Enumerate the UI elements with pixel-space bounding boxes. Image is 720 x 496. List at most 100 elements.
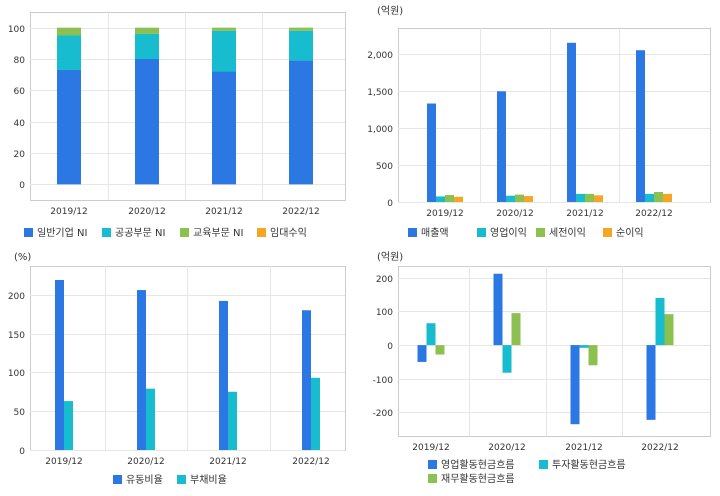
bar [645,193,654,202]
bar [135,59,159,185]
legend-label: 매출액 [421,227,449,239]
x-tick-label: 2022/12 [635,209,672,219]
plot-frame [398,266,711,437]
legend-label: 유동비율 [126,474,163,486]
legend-swatch [477,228,486,237]
bar [654,192,663,202]
x-tick-label: 2020/12 [128,207,165,217]
bar [636,50,645,202]
y-tick-label: 1,000 [367,125,393,135]
bar [594,195,603,202]
bar [427,103,436,202]
unit-label: (%) [14,252,31,263]
legend-swatch [102,228,111,237]
bar [55,279,64,450]
y-tick-label: 40 [14,119,26,129]
bar [588,345,598,366]
bar [436,196,445,202]
y-tick-label: 200 [8,292,25,302]
legend-label: 공공부문 NI [115,227,165,239]
bar [228,391,237,450]
legend-label: 영업이익 [490,226,527,239]
bar [570,345,580,425]
bar [146,388,155,450]
y-tick-label: 80 [14,56,26,66]
x-tick-label: 2022/12 [282,207,319,217]
bar [502,345,512,373]
x-tick-label: 2020/12 [488,443,525,453]
legend-label: 투자활동현금흐름 [552,458,626,471]
y-tick-label: 100 [376,308,393,318]
bar [212,27,236,31]
x-tick-label: 2021/12 [565,443,602,453]
bar [135,33,159,59]
legend-swatch [539,460,548,469]
unit-label: (억원) [377,5,403,17]
y-tick-label: 500 [376,162,393,172]
chart-1: 0 20 40 60 80 100 2019/12 2020/12 2021/12 2022/12… [8,12,346,239]
bar [454,196,463,202]
bar [579,345,589,348]
bar [135,27,159,34]
bar [302,310,311,450]
y-tick-label: 0 [387,199,393,209]
legend-swatch [536,228,545,237]
bar [426,323,436,346]
bar [655,297,665,346]
legend-label: 재무활동현금흐름 [441,472,515,485]
bar [417,345,427,362]
bar [576,193,585,202]
bar [445,194,454,202]
bar [289,30,313,61]
bar [212,71,236,185]
bar [664,314,674,346]
y-tick-label: 2,000 [367,51,393,61]
chart-4: -200 -100 0 100 200 (억원) 2019/12 2020/12 2021/12… [373,251,711,485]
y-tick-label: -200 [373,409,394,419]
y-tick-label: 50 [14,408,26,418]
x-tick-label: 2019/12 [426,209,463,219]
legend-swatch [177,475,186,484]
x-tick-label: 2019/12 [50,207,87,217]
bar [57,35,81,70]
x-tick-label: 2021/12 [566,209,603,219]
y-tick-label: 150 [8,331,25,341]
legend-label: 세전이익 [549,227,586,239]
x-tick-label: 2019/12 [45,457,82,467]
y-tick-label: 60 [14,87,26,97]
bar [137,290,146,450]
legend-swatch [113,475,122,484]
bar [289,60,313,185]
chart-3: 0 50 100 150 200 (%) 2019/12 2020/12 2021/12 2022… [8,252,346,486]
legend-label: 영업활동현금흐름 [441,458,515,471]
bar [493,273,503,346]
bar [567,42,576,203]
legend-label: 부채비율 [190,474,227,486]
legend-swatch [428,460,437,469]
x-tick-label: 2022/12 [641,443,678,453]
bar [515,194,524,202]
x-tick-label: 2021/12 [209,457,246,467]
bar [585,193,594,202]
legend-swatch [257,228,266,237]
y-tick-label: 0 [19,181,25,191]
y-tick-label: 20 [14,150,26,160]
chart-2: 0 500 1,000 1,500 2,000 (억원) 2019/12 2020/12 202… [367,5,711,239]
bar [64,401,73,450]
bar [219,300,228,450]
y-tick-label: 200 [376,275,393,285]
legend-swatch [603,228,612,237]
bar [57,69,81,185]
bar [511,313,521,346]
x-tick-label: 2019/12 [412,443,449,453]
bar [524,196,533,202]
legend-swatch [24,228,33,237]
y-tick-label: 1,500 [367,88,393,98]
bar [311,377,320,450]
legend-label: 순이익 [616,227,644,239]
legend-swatch [180,228,189,237]
legend-label: 교육부문 NI [193,227,243,239]
x-tick-label: 2021/12 [205,207,242,217]
plot-frame [398,28,711,203]
